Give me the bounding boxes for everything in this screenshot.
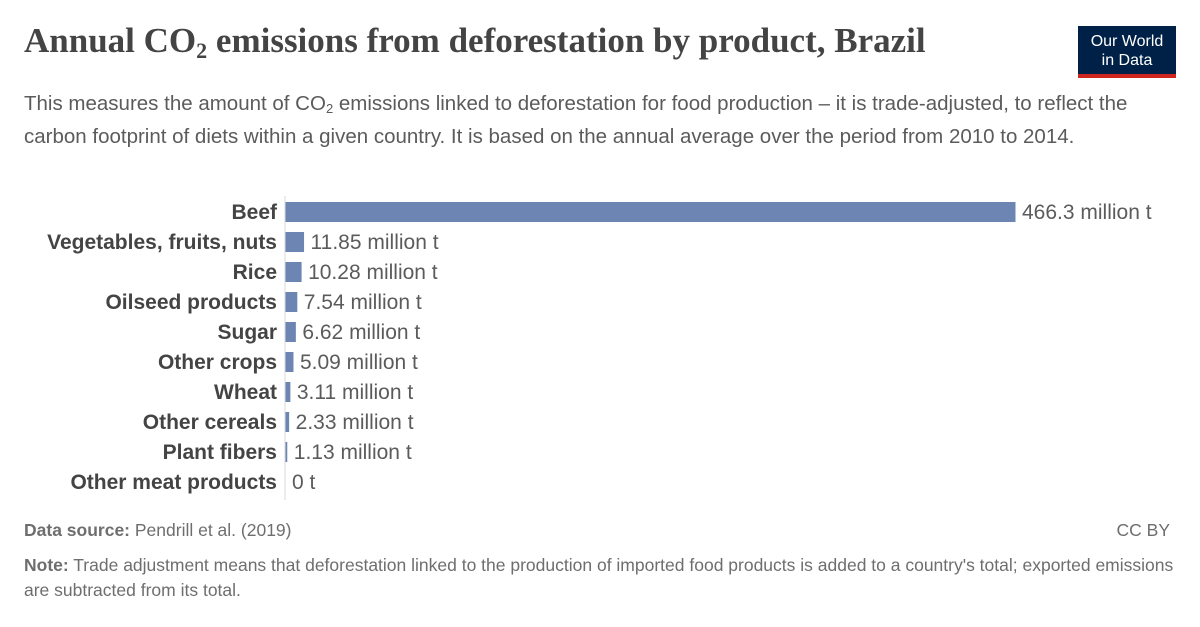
chart-subtitle: This measures the amount of CO2 emission…: [24, 90, 1154, 151]
bar-chart: Beef 466.3 million t Vegetables, fruits, n…: [47, 196, 1152, 500]
value-label: 10.28 million t: [308, 261, 438, 284]
bar[interactable]: [285, 352, 294, 372]
chart-title: Annual CO2 emissions from deforestation …: [24, 20, 1044, 64]
category-label: Plant fibers: [163, 441, 277, 464]
note-text: Trade adjustment means that deforestatio…: [24, 555, 1174, 600]
license-link[interactable]: CC BY: [1116, 520, 1170, 540]
category-label: Rice: [233, 261, 277, 284]
value-label: 0 t: [292, 471, 316, 494]
bar[interactable]: [285, 232, 305, 252]
value-label: 3.11 million t: [297, 381, 413, 404]
category-label: Vegetables, fruits, nuts: [47, 231, 277, 254]
value-label: 11.85 million t: [311, 231, 439, 254]
title-subscript: 2: [196, 38, 208, 63]
category-label: Other meat products: [70, 471, 277, 494]
bar[interactable]: [285, 262, 302, 282]
value-label: 7.54 million t: [304, 291, 422, 314]
value-label: 5.09 million t: [300, 351, 418, 374]
bar[interactable]: [285, 292, 298, 312]
subtitle-subscript: 2: [325, 101, 334, 116]
title-pre: Annual CO: [24, 21, 197, 60]
bar[interactable]: [285, 322, 296, 342]
category-label: Sugar: [217, 321, 277, 344]
category-label: Oilseed products: [105, 291, 277, 314]
value-label: 6.62 million t: [302, 321, 420, 344]
bar[interactable]: [285, 442, 288, 462]
category-label: Other cereals: [143, 411, 277, 434]
note-label: Note:: [24, 555, 69, 575]
category-label: Other crops: [158, 351, 277, 374]
bar[interactable]: [285, 382, 291, 402]
logo-line-1: Our World: [1090, 33, 1164, 50]
data-source-link[interactable]: Pendrill et al. (2019): [130, 520, 292, 540]
subtitle-post: emissions linked to deforestation for fo…: [24, 92, 1128, 148]
title-post: emissions from deforestation by product,…: [207, 21, 926, 60]
data-source: Data source: Pendrill et al. (2019): [24, 520, 292, 541]
value-label: 1.13 million t: [294, 441, 412, 464]
logo-line-2: in Data: [1101, 52, 1153, 69]
value-label: 466.3 million t: [1022, 201, 1152, 224]
category-label: Beef: [231, 201, 278, 224]
owid-logo[interactable]: Our World in Data: [1078, 26, 1176, 78]
category-label: Wheat: [214, 381, 277, 404]
chart-note: Note: Trade adjustment means that defore…: [24, 553, 1174, 603]
bar[interactable]: [285, 202, 1016, 222]
value-label: 2.33 million t: [296, 411, 414, 434]
subtitle-pre: This measures the amount of CO: [24, 92, 326, 115]
bar[interactable]: [285, 412, 290, 432]
data-source-label: Data source:: [24, 520, 131, 540]
